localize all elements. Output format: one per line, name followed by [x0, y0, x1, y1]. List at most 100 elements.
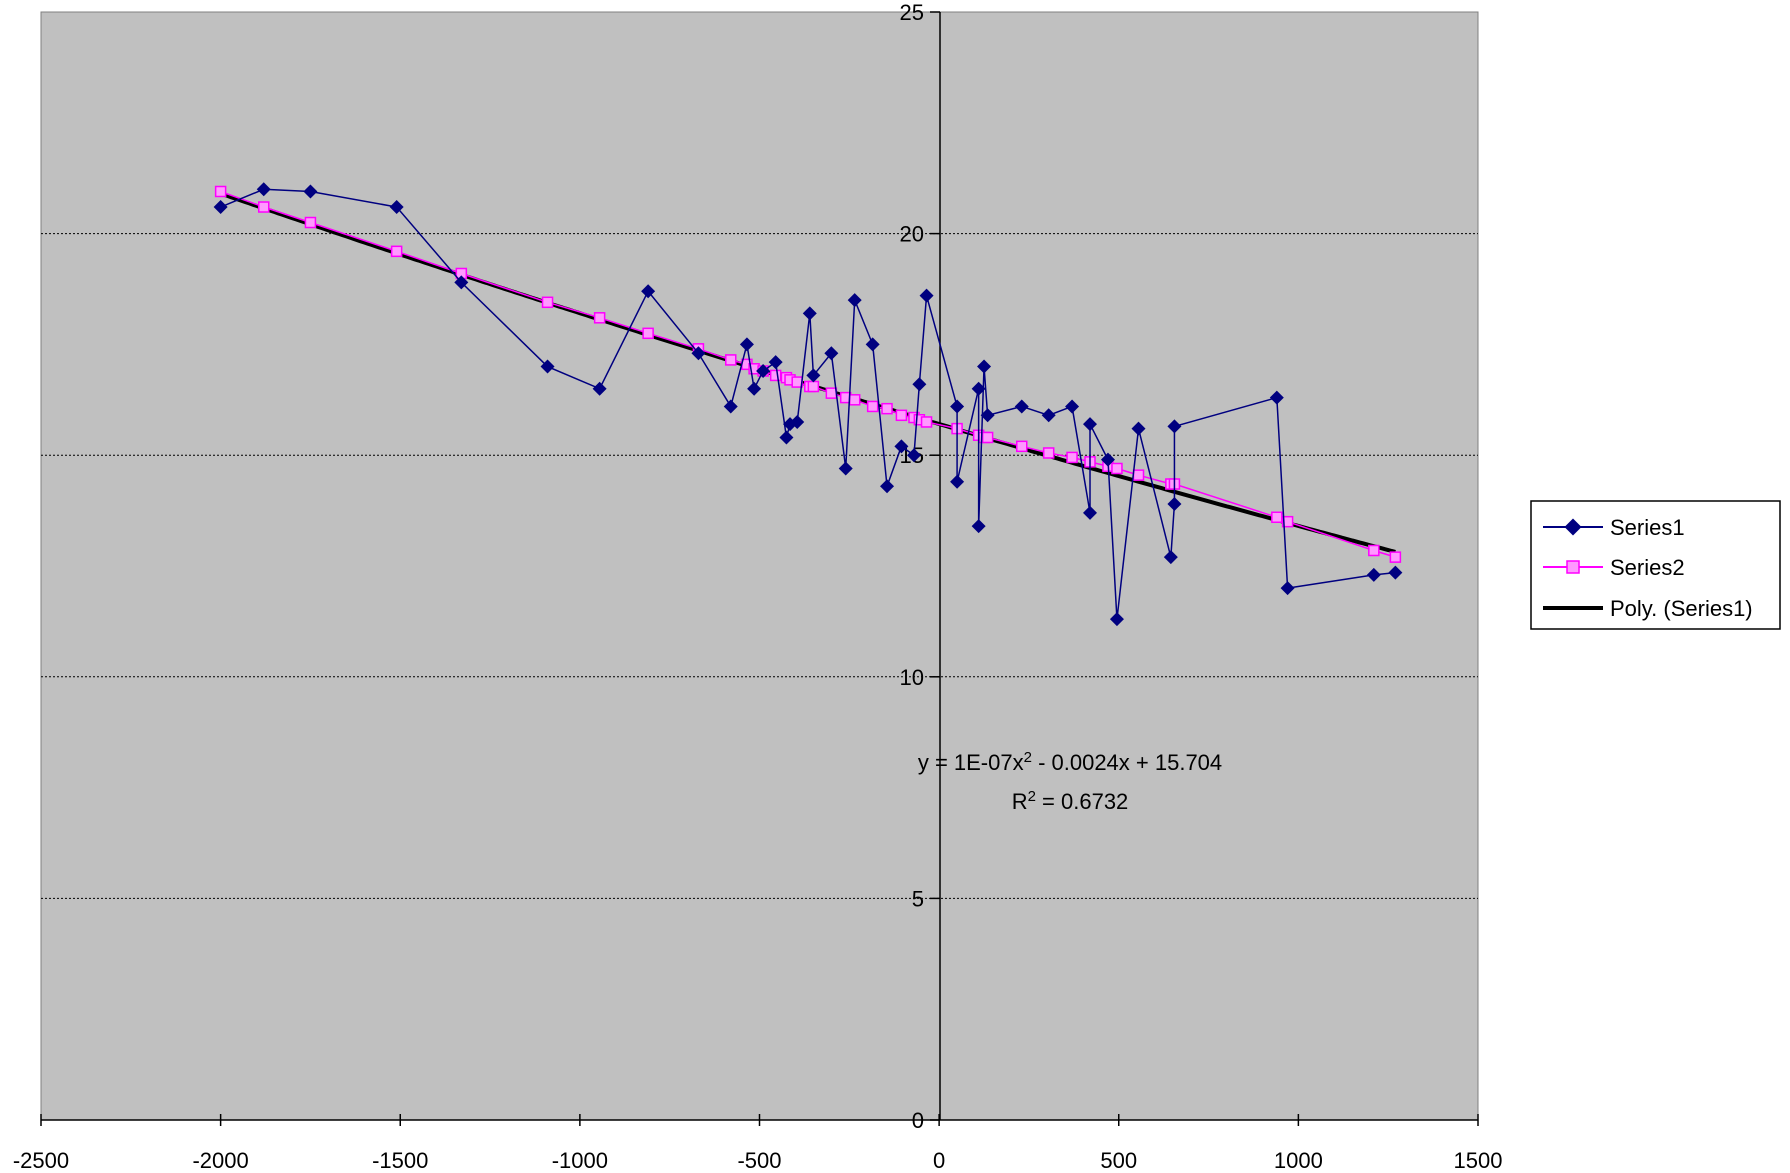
legend-label-series2: Series2 — [1610, 555, 1685, 580]
series1-point — [980, 408, 995, 423]
legend-diamond-icon — [1564, 518, 1582, 536]
y-tick-label: 20 — [900, 222, 924, 247]
x-tick-label: 0 — [933, 1148, 945, 1173]
legend-label-trendline: Poly. (Series1) — [1610, 596, 1753, 621]
plot-area — [40, 11, 1479, 1121]
series2-point — [920, 416, 933, 428]
series1-point — [256, 182, 271, 197]
legend-item-series2: Series2 — [1543, 555, 1685, 580]
series1-point — [906, 448, 921, 463]
series2-point — [1368, 544, 1380, 557]
series1-point — [779, 430, 794, 445]
series1-point — [802, 306, 817, 321]
series2-point — [866, 400, 879, 413]
series2-point — [390, 245, 403, 258]
series2-point — [895, 409, 908, 422]
series1-point — [880, 479, 895, 494]
series1-point — [824, 346, 839, 361]
series1-point — [389, 200, 404, 215]
series1-point — [790, 414, 805, 429]
series2-point — [1016, 440, 1028, 453]
r-squared-label: R2 = 0.6732 — [1012, 788, 1129, 815]
grid-lines — [41, 233, 1478, 899]
y-tick-label: 0 — [912, 1108, 924, 1133]
series2-point — [642, 327, 654, 340]
axes: -2500 -2000 -1500 -1000 -500 0 500 1000 1500 0 5 10… — [13, 0, 1503, 1173]
legend-label-series1: Series1 — [1610, 515, 1685, 540]
series1-point — [1366, 567, 1381, 582]
series1-point — [912, 377, 927, 392]
series2-point — [1111, 462, 1123, 475]
series1-point — [1131, 421, 1146, 436]
series1-point — [1109, 612, 1124, 627]
series2-point — [807, 380, 820, 393]
series1-point — [723, 399, 738, 414]
x-tick-label: -500 — [737, 1148, 781, 1173]
series1-point — [977, 359, 992, 374]
series2-point — [304, 216, 317, 229]
series1-point — [971, 519, 986, 534]
series2-point — [825, 387, 838, 399]
series2-point — [1132, 469, 1145, 481]
series1-point — [1167, 496, 1182, 511]
y-tick-label: 5 — [912, 886, 924, 911]
series2-point — [1042, 447, 1055, 459]
y-tick-label: 10 — [900, 665, 924, 690]
series1-point — [1100, 452, 1115, 467]
series1-point — [1014, 399, 1029, 414]
series1-point — [768, 355, 783, 370]
series2-point — [1281, 515, 1294, 528]
series1-point — [894, 439, 909, 454]
series1-point — [806, 368, 821, 383]
series1-point — [1083, 417, 1098, 432]
series1-point — [1388, 565, 1403, 580]
x-tick-label: -2500 — [13, 1148, 69, 1173]
series1-point — [303, 184, 318, 199]
series1-point — [756, 363, 771, 378]
x-tick-label: 1000 — [1274, 1148, 1323, 1173]
series2-point — [257, 201, 270, 213]
legend-item-series1: Series1 — [1543, 515, 1685, 540]
series1-point — [592, 381, 607, 396]
series1-point — [1083, 505, 1098, 520]
series1-point — [847, 293, 862, 308]
x-tick-label: 1500 — [1454, 1148, 1503, 1173]
series1-point — [1041, 408, 1056, 423]
series1-point — [540, 359, 555, 374]
series1-point — [1167, 419, 1182, 434]
series2-point — [541, 296, 554, 309]
y-tick-label: 25 — [900, 0, 924, 25]
legend-square-icon — [1566, 560, 1580, 574]
series1-point — [1163, 550, 1178, 565]
series2-point — [725, 354, 737, 366]
series2-point — [1271, 511, 1283, 523]
series1-point — [747, 381, 762, 396]
series1-point — [213, 200, 228, 215]
series2-point — [1066, 451, 1078, 464]
series2-point — [1389, 551, 1402, 563]
series1-point — [691, 346, 706, 361]
series1-point — [838, 461, 853, 476]
series1-point — [950, 399, 965, 414]
x-tick-label: -2000 — [192, 1148, 248, 1173]
series2-point — [981, 431, 994, 444]
series1-point — [1280, 581, 1295, 596]
series1-point — [865, 337, 880, 352]
series1-point — [971, 381, 986, 396]
series2-point — [848, 394, 861, 406]
x-tick-label: 500 — [1100, 1148, 1137, 1173]
series1-point — [919, 288, 934, 303]
legend-item-trendline: Poly. (Series1) — [1543, 596, 1753, 621]
series-group — [213, 182, 1403, 627]
series1-point — [739, 337, 754, 352]
series2-point — [769, 369, 782, 382]
x-tick-label: -1000 — [552, 1148, 608, 1173]
x-tick-label: -1500 — [372, 1148, 428, 1173]
series2-point — [214, 185, 227, 198]
series1-point — [950, 474, 965, 489]
series1-point — [641, 284, 656, 299]
series1-point — [1065, 399, 1080, 414]
series2-point — [881, 402, 893, 415]
series1-point — [454, 275, 469, 290]
